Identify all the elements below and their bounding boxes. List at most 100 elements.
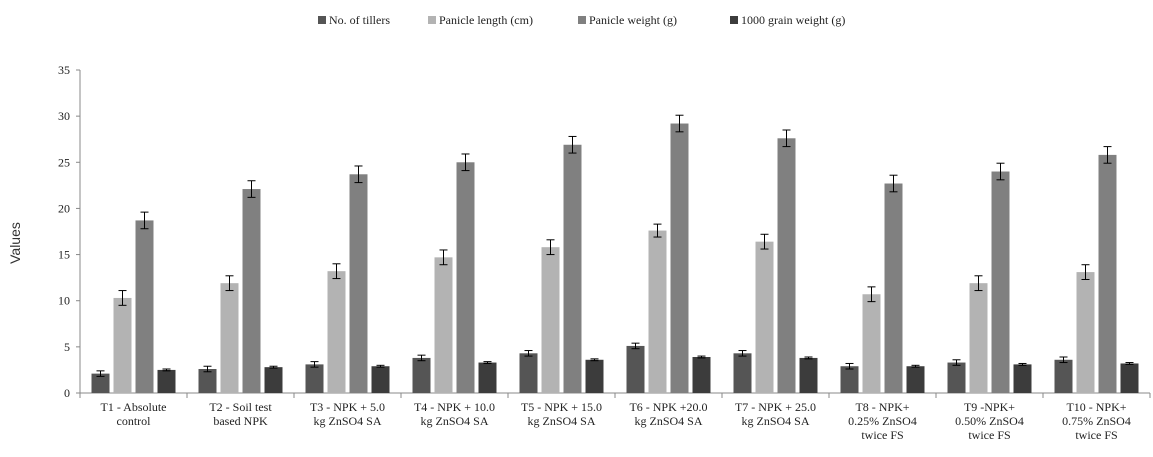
bar	[242, 189, 261, 393]
bar	[371, 366, 390, 393]
category-label-line: twice FS	[968, 428, 1010, 442]
legend-item: 1000 grain weight (g)	[730, 13, 845, 27]
y-axis-label: Values	[7, 222, 23, 264]
bar	[799, 357, 818, 393]
category-label-line: T1 - Absolute	[101, 400, 167, 414]
category-label-line: 0.50% ZnSO4	[955, 414, 1024, 428]
category-label-line: T8 - NPK+	[855, 400, 909, 414]
y-tick-label: 5	[64, 340, 70, 354]
bars	[91, 123, 1139, 394]
category-label: T5 - NPK + 15.0 kg ZnSO4 SA	[521, 400, 602, 428]
category-label-line: kg ZnSO4 SA	[420, 414, 488, 428]
y-tick-label: 35	[58, 63, 70, 77]
bar	[264, 367, 283, 393]
category-label-line: kg ZnSO4 SA	[313, 414, 381, 428]
category-label: T8 - NPK+ 0.25% ZnSO4 twice FS	[848, 400, 917, 442]
y-tick-label: 30	[58, 109, 70, 123]
category-label-line: based NPK	[213, 414, 268, 428]
category-label-line: T5 - NPK + 15.0	[521, 400, 602, 414]
category-label-line: twice FS	[861, 428, 903, 442]
bar	[947, 362, 966, 393]
bar	[1120, 363, 1139, 393]
legend-label: Panicle weight (g)	[589, 13, 677, 27]
bar	[91, 373, 110, 393]
bar	[626, 345, 645, 393]
y-tick-label: 25	[58, 155, 70, 169]
legend-item: Panicle weight (g)	[578, 13, 677, 27]
bar	[327, 271, 346, 393]
legend-swatch	[578, 16, 586, 24]
bar	[670, 123, 689, 394]
bar	[755, 241, 774, 393]
bar	[349, 174, 368, 393]
legend-swatch	[318, 16, 326, 24]
category-labels: T1 - Absolute control T2 - Soil test based …	[101, 400, 1131, 442]
y-axis: 0 5 10 15 20 25 30 35	[58, 63, 81, 400]
bar	[777, 138, 796, 393]
bar	[969, 283, 988, 393]
legend-swatch	[730, 16, 738, 24]
bar	[478, 362, 497, 393]
bar	[135, 220, 154, 393]
bar	[884, 183, 903, 393]
category-label-line: control	[117, 414, 152, 428]
legend-item: Panicle length (cm)	[428, 13, 533, 27]
legend-label: Panicle length (cm)	[439, 13, 533, 27]
bar	[692, 357, 711, 393]
bar	[434, 257, 453, 393]
category-label: T2 - Soil test based NPK	[209, 400, 272, 428]
bar	[157, 369, 176, 393]
bar	[840, 366, 859, 393]
y-tick-label: 0	[64, 386, 70, 400]
bar	[198, 369, 217, 393]
y-tick-label: 20	[58, 201, 70, 215]
bar	[1076, 272, 1095, 393]
category-label-line: T10 - NPK+	[1066, 400, 1126, 414]
category-label-line: kg ZnSO4 SA	[634, 414, 702, 428]
legend-swatch	[428, 16, 436, 24]
bar	[541, 247, 560, 393]
legend-label: No. of tillers	[329, 13, 390, 27]
category-label-line: T4 - NPK + 10.0	[414, 400, 495, 414]
bar	[1098, 154, 1117, 393]
bar	[906, 366, 925, 393]
bar	[733, 353, 752, 393]
category-label: T9 -NPK+ 0.50% ZnSO4 twice FS	[955, 400, 1024, 442]
bar	[305, 364, 324, 393]
category-label-line: 0.75% ZnSO4	[1062, 414, 1131, 428]
bar	[113, 297, 132, 393]
bar	[991, 171, 1010, 393]
category-label: T6 - NPK +20.0 kg ZnSO4 SA	[629, 400, 707, 428]
category-label-line: twice FS	[1075, 428, 1117, 442]
category-label-line: T7 - NPK + 25.0	[735, 400, 816, 414]
error-bars	[96, 114, 1134, 377]
bar	[585, 359, 604, 393]
category-label-line: 0.25% ZnSO4	[848, 414, 917, 428]
category-label-line: kg ZnSO4 SA	[741, 414, 809, 428]
y-tick-label: 15	[58, 248, 70, 262]
category-label-line: T9 -NPK+	[964, 400, 1015, 414]
category-label: T7 - NPK + 25.0 kg ZnSO4 SA	[735, 400, 816, 428]
category-label: T10 - NPK+ 0.75% ZnSO4 twice FS	[1062, 400, 1131, 442]
category-label: T1 - Absolute control	[101, 400, 167, 428]
bar	[862, 294, 881, 393]
legend-label: 1000 grain weight (g)	[741, 13, 845, 27]
x-axis	[79, 392, 1151, 398]
category-label: T4 - NPK + 10.0 kg ZnSO4 SA	[414, 400, 495, 428]
category-label-line: T6 - NPK +20.0	[629, 400, 707, 414]
y-tick-label: 10	[58, 294, 70, 308]
legend: No. of tillers Panicle length (cm) Panicle…	[318, 13, 845, 27]
category-label-line: T2 - Soil test	[209, 400, 272, 414]
category-label: T3 - NPK + 5.0 kg ZnSO4 SA	[310, 400, 385, 428]
bar	[456, 162, 475, 393]
bar	[412, 357, 431, 393]
category-label-line: kg ZnSO4 SA	[527, 414, 595, 428]
bar	[1013, 364, 1032, 393]
bar	[1054, 359, 1073, 393]
legend-item: No. of tillers	[318, 13, 390, 27]
category-label-line: T3 - NPK + 5.0	[310, 400, 385, 414]
bar	[519, 353, 538, 393]
bar	[563, 144, 582, 393]
bar	[220, 283, 239, 393]
